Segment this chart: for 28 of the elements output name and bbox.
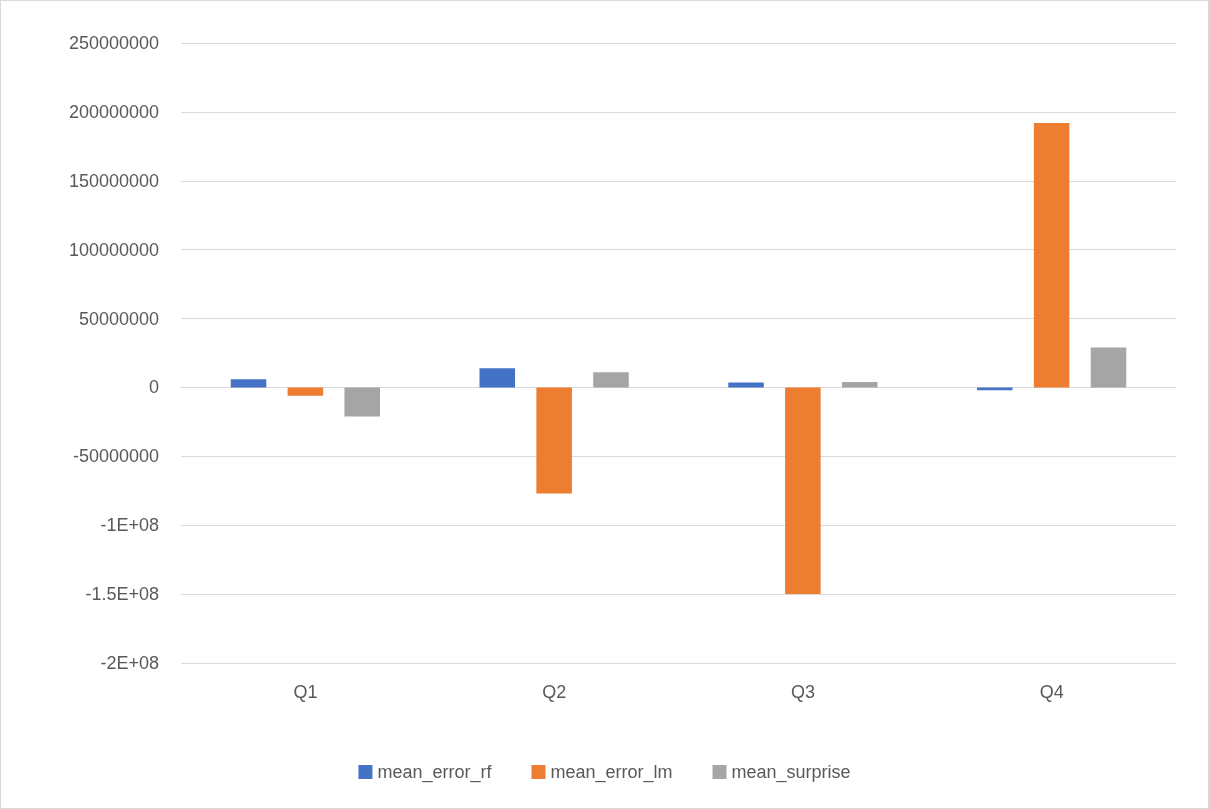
y-tick-label: -50000000 xyxy=(72,446,159,467)
x-tick-label: Q2 xyxy=(542,682,567,702)
bar xyxy=(1033,122,1070,388)
y-tick-label: -1E+08 xyxy=(100,515,159,536)
y-tick-label: 200000000 xyxy=(68,101,159,122)
legend-label: mean_surprise xyxy=(731,762,851,783)
bar xyxy=(479,368,516,388)
y-tick-label: 250000000 xyxy=(68,33,159,53)
x-tick-label: Q1 xyxy=(293,682,318,702)
bar xyxy=(230,379,267,388)
bar xyxy=(841,381,878,388)
x-tick-label: Q4 xyxy=(1039,682,1064,702)
bar xyxy=(1090,347,1127,388)
bar xyxy=(977,387,1013,391)
bar xyxy=(593,372,629,388)
y-tick-label: -2E+08 xyxy=(100,653,159,673)
bar xyxy=(785,387,821,595)
x-tick-label: Q3 xyxy=(790,682,815,702)
y-tick-label: 150000000 xyxy=(68,170,159,191)
y-tick-label: 50000000 xyxy=(78,308,159,329)
bar xyxy=(287,387,324,396)
y-tick-label: 100000000 xyxy=(68,239,159,260)
y-tick-label: 0 xyxy=(148,377,159,398)
legend-label: mean_error_lm xyxy=(550,762,673,783)
bar xyxy=(344,387,380,417)
legend-label: mean_error_rf xyxy=(377,762,493,783)
bar xyxy=(536,387,572,494)
y-tick-label: -1.5E+08 xyxy=(85,584,159,605)
